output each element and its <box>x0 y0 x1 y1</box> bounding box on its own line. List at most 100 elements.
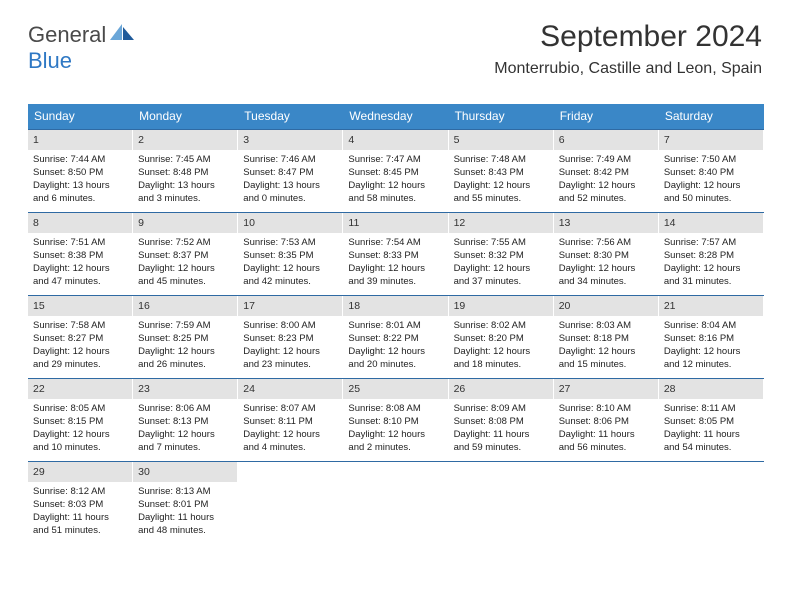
daylight-text-1: Daylight: 12 hours <box>138 346 232 359</box>
daylight-text-1: Daylight: 12 hours <box>559 346 653 359</box>
week-row: 8Sunrise: 7:51 AMSunset: 8:38 PMDaylight… <box>28 212 764 295</box>
day-number: 7 <box>659 130 763 150</box>
sunrise-text: Sunrise: 8:09 AM <box>454 403 548 416</box>
sunset-text: Sunset: 8:33 PM <box>348 250 442 263</box>
day-body: Sunrise: 8:03 AMSunset: 8:18 PMDaylight:… <box>554 316 658 377</box>
sunset-text: Sunset: 8:30 PM <box>559 250 653 263</box>
day-body: Sunrise: 8:11 AMSunset: 8:05 PMDaylight:… <box>659 399 763 460</box>
day-cell: 10Sunrise: 7:53 AMSunset: 8:35 PMDayligh… <box>238 213 343 295</box>
day-body: Sunrise: 7:46 AMSunset: 8:47 PMDaylight:… <box>238 150 342 211</box>
daylight-text-2: and 29 minutes. <box>33 359 127 372</box>
daylight-text-1: Daylight: 12 hours <box>243 263 337 276</box>
daylight-text-2: and 12 minutes. <box>664 359 758 372</box>
daylight-text-2: and 31 minutes. <box>664 276 758 289</box>
day-body: Sunrise: 7:57 AMSunset: 8:28 PMDaylight:… <box>659 233 763 294</box>
daylight-text-2: and 0 minutes. <box>243 193 337 206</box>
day-cell: 4Sunrise: 7:47 AMSunset: 8:45 PMDaylight… <box>343 130 448 212</box>
daylight-text-1: Daylight: 11 hours <box>454 429 548 442</box>
day-cell: 28Sunrise: 8:11 AMSunset: 8:05 PMDayligh… <box>659 379 764 461</box>
daylight-text-2: and 55 minutes. <box>454 193 548 206</box>
sunrise-text: Sunrise: 7:46 AM <box>243 154 337 167</box>
day-body: Sunrise: 8:06 AMSunset: 8:13 PMDaylight:… <box>133 399 237 460</box>
week-row: 1Sunrise: 7:44 AMSunset: 8:50 PMDaylight… <box>28 129 764 212</box>
day-body: Sunrise: 7:55 AMSunset: 8:32 PMDaylight:… <box>449 233 553 294</box>
sunrise-text: Sunrise: 7:56 AM <box>559 237 653 250</box>
day-number: 29 <box>28 462 132 482</box>
day-number: 23 <box>133 379 237 399</box>
daylight-text-1: Daylight: 12 hours <box>559 263 653 276</box>
sunset-text: Sunset: 8:37 PM <box>138 250 232 263</box>
sunrise-text: Sunrise: 7:48 AM <box>454 154 548 167</box>
daylight-text-2: and 2 minutes. <box>348 442 442 455</box>
sunrise-text: Sunrise: 7:59 AM <box>138 320 232 333</box>
daylight-text-2: and 54 minutes. <box>664 442 758 455</box>
day-cell: 22Sunrise: 8:05 AMSunset: 8:15 PMDayligh… <box>28 379 133 461</box>
daylight-text-1: Daylight: 12 hours <box>664 180 758 193</box>
day-number: 6 <box>554 130 658 150</box>
day-body: Sunrise: 8:07 AMSunset: 8:11 PMDaylight:… <box>238 399 342 460</box>
day-body: Sunrise: 7:59 AMSunset: 8:25 PMDaylight:… <box>133 316 237 377</box>
daylight-text-1: Daylight: 12 hours <box>348 263 442 276</box>
day-header-row: SundayMondayTuesdayWednesdayThursdayFrid… <box>28 104 764 129</box>
day-number: 14 <box>659 213 763 233</box>
sunset-text: Sunset: 8:05 PM <box>664 416 758 429</box>
daylight-text-1: Daylight: 11 hours <box>664 429 758 442</box>
sunrise-text: Sunrise: 7:55 AM <box>454 237 548 250</box>
day-number: 26 <box>449 379 553 399</box>
day-number: 30 <box>133 462 237 482</box>
sunset-text: Sunset: 8:50 PM <box>33 167 127 180</box>
month-title: September 2024 <box>494 20 762 54</box>
sunrise-text: Sunrise: 7:54 AM <box>348 237 442 250</box>
day-cell: 11Sunrise: 7:54 AMSunset: 8:33 PMDayligh… <box>343 213 448 295</box>
day-body: Sunrise: 7:49 AMSunset: 8:42 PMDaylight:… <box>554 150 658 211</box>
daylight-text-2: and 51 minutes. <box>33 525 127 538</box>
day-cell: 8Sunrise: 7:51 AMSunset: 8:38 PMDaylight… <box>28 213 133 295</box>
location: Monterrubio, Castille and Leon, Spain <box>494 60 762 78</box>
logo-sail-icon <box>110 22 136 48</box>
sunset-text: Sunset: 8:03 PM <box>33 499 127 512</box>
empty-cell <box>554 462 659 544</box>
sunrise-text: Sunrise: 8:05 AM <box>33 403 127 416</box>
daylight-text-2: and 47 minutes. <box>33 276 127 289</box>
daylight-text-2: and 52 minutes. <box>559 193 653 206</box>
day-number: 22 <box>28 379 132 399</box>
sunset-text: Sunset: 8:08 PM <box>454 416 548 429</box>
day-body: Sunrise: 8:02 AMSunset: 8:20 PMDaylight:… <box>449 316 553 377</box>
day-cell: 29Sunrise: 8:12 AMSunset: 8:03 PMDayligh… <box>28 462 133 544</box>
sunset-text: Sunset: 8:42 PM <box>559 167 653 180</box>
sunrise-text: Sunrise: 7:57 AM <box>664 237 758 250</box>
day-cell: 20Sunrise: 8:03 AMSunset: 8:18 PMDayligh… <box>554 296 659 378</box>
sunrise-text: Sunrise: 8:13 AM <box>138 486 232 499</box>
daylight-text-2: and 7 minutes. <box>138 442 232 455</box>
daylight-text-2: and 4 minutes. <box>243 442 337 455</box>
empty-cell <box>659 462 764 544</box>
calendar: SundayMondayTuesdayWednesdayThursdayFrid… <box>28 104 764 544</box>
daylight-text-2: and 6 minutes. <box>33 193 127 206</box>
daylight-text-2: and 15 minutes. <box>559 359 653 372</box>
day-number: 2 <box>133 130 237 150</box>
daylight-text-1: Daylight: 12 hours <box>138 429 232 442</box>
sunrise-text: Sunrise: 7:52 AM <box>138 237 232 250</box>
day-cell: 18Sunrise: 8:01 AMSunset: 8:22 PMDayligh… <box>343 296 448 378</box>
daylight-text-1: Daylight: 12 hours <box>348 346 442 359</box>
day-cell: 5Sunrise: 7:48 AMSunset: 8:43 PMDaylight… <box>449 130 554 212</box>
daylight-text-1: Daylight: 12 hours <box>243 429 337 442</box>
day-cell: 23Sunrise: 8:06 AMSunset: 8:13 PMDayligh… <box>133 379 238 461</box>
day-cell: 25Sunrise: 8:08 AMSunset: 8:10 PMDayligh… <box>343 379 448 461</box>
day-cell: 13Sunrise: 7:56 AMSunset: 8:30 PMDayligh… <box>554 213 659 295</box>
sunset-text: Sunset: 8:20 PM <box>454 333 548 346</box>
day-number: 12 <box>449 213 553 233</box>
day-body: Sunrise: 7:50 AMSunset: 8:40 PMDaylight:… <box>659 150 763 211</box>
day-cell: 7Sunrise: 7:50 AMSunset: 8:40 PMDaylight… <box>659 130 764 212</box>
sunset-text: Sunset: 8:25 PM <box>138 333 232 346</box>
logo: General Blue <box>28 22 136 74</box>
sunrise-text: Sunrise: 8:06 AM <box>138 403 232 416</box>
sunrise-text: Sunrise: 8:00 AM <box>243 320 337 333</box>
daylight-text-1: Daylight: 12 hours <box>33 429 127 442</box>
daylight-text-1: Daylight: 11 hours <box>33 512 127 525</box>
sunset-text: Sunset: 8:11 PM <box>243 416 337 429</box>
day-body: Sunrise: 7:58 AMSunset: 8:27 PMDaylight:… <box>28 316 132 377</box>
sunset-text: Sunset: 8:48 PM <box>138 167 232 180</box>
sunrise-text: Sunrise: 8:10 AM <box>559 403 653 416</box>
daylight-text-1: Daylight: 13 hours <box>33 180 127 193</box>
